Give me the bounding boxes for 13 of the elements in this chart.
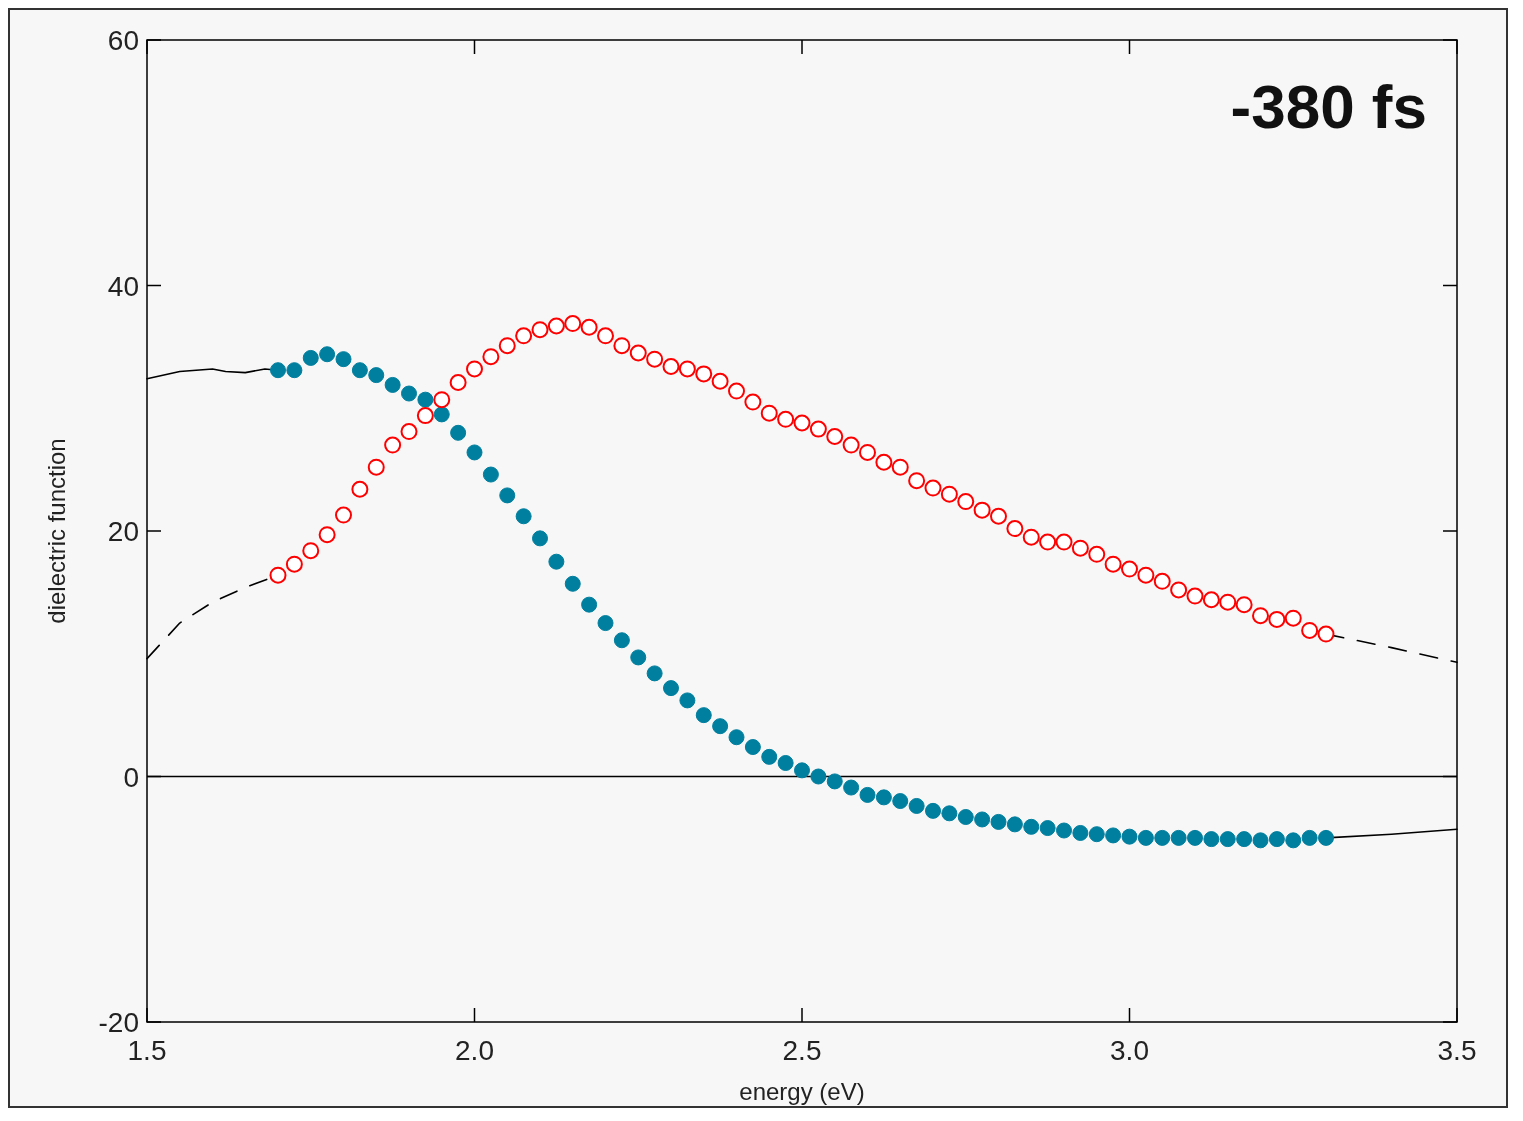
x-tick-label: 2.5	[782, 1035, 822, 1066]
annotation: -380 fs	[1230, 72, 1427, 141]
y-tick-label: -20	[98, 1007, 139, 1038]
x-axis-title: energy (eV)	[739, 1078, 865, 1105]
x-tick-label: 3.5	[1437, 1035, 1477, 1066]
x-tick-label: 1.5	[127, 1035, 167, 1066]
y-tick-label: 60	[107, 25, 139, 56]
y-tick-label: 40	[107, 270, 139, 302]
y-axis-title: dielectric function	[43, 438, 70, 624]
y-tick-label: 20	[107, 516, 139, 547]
y-tick-label: 0	[123, 761, 139, 793]
x-tick-label: 2.0	[455, 1035, 494, 1066]
x-tick-label: 3.0	[1110, 1035, 1149, 1066]
